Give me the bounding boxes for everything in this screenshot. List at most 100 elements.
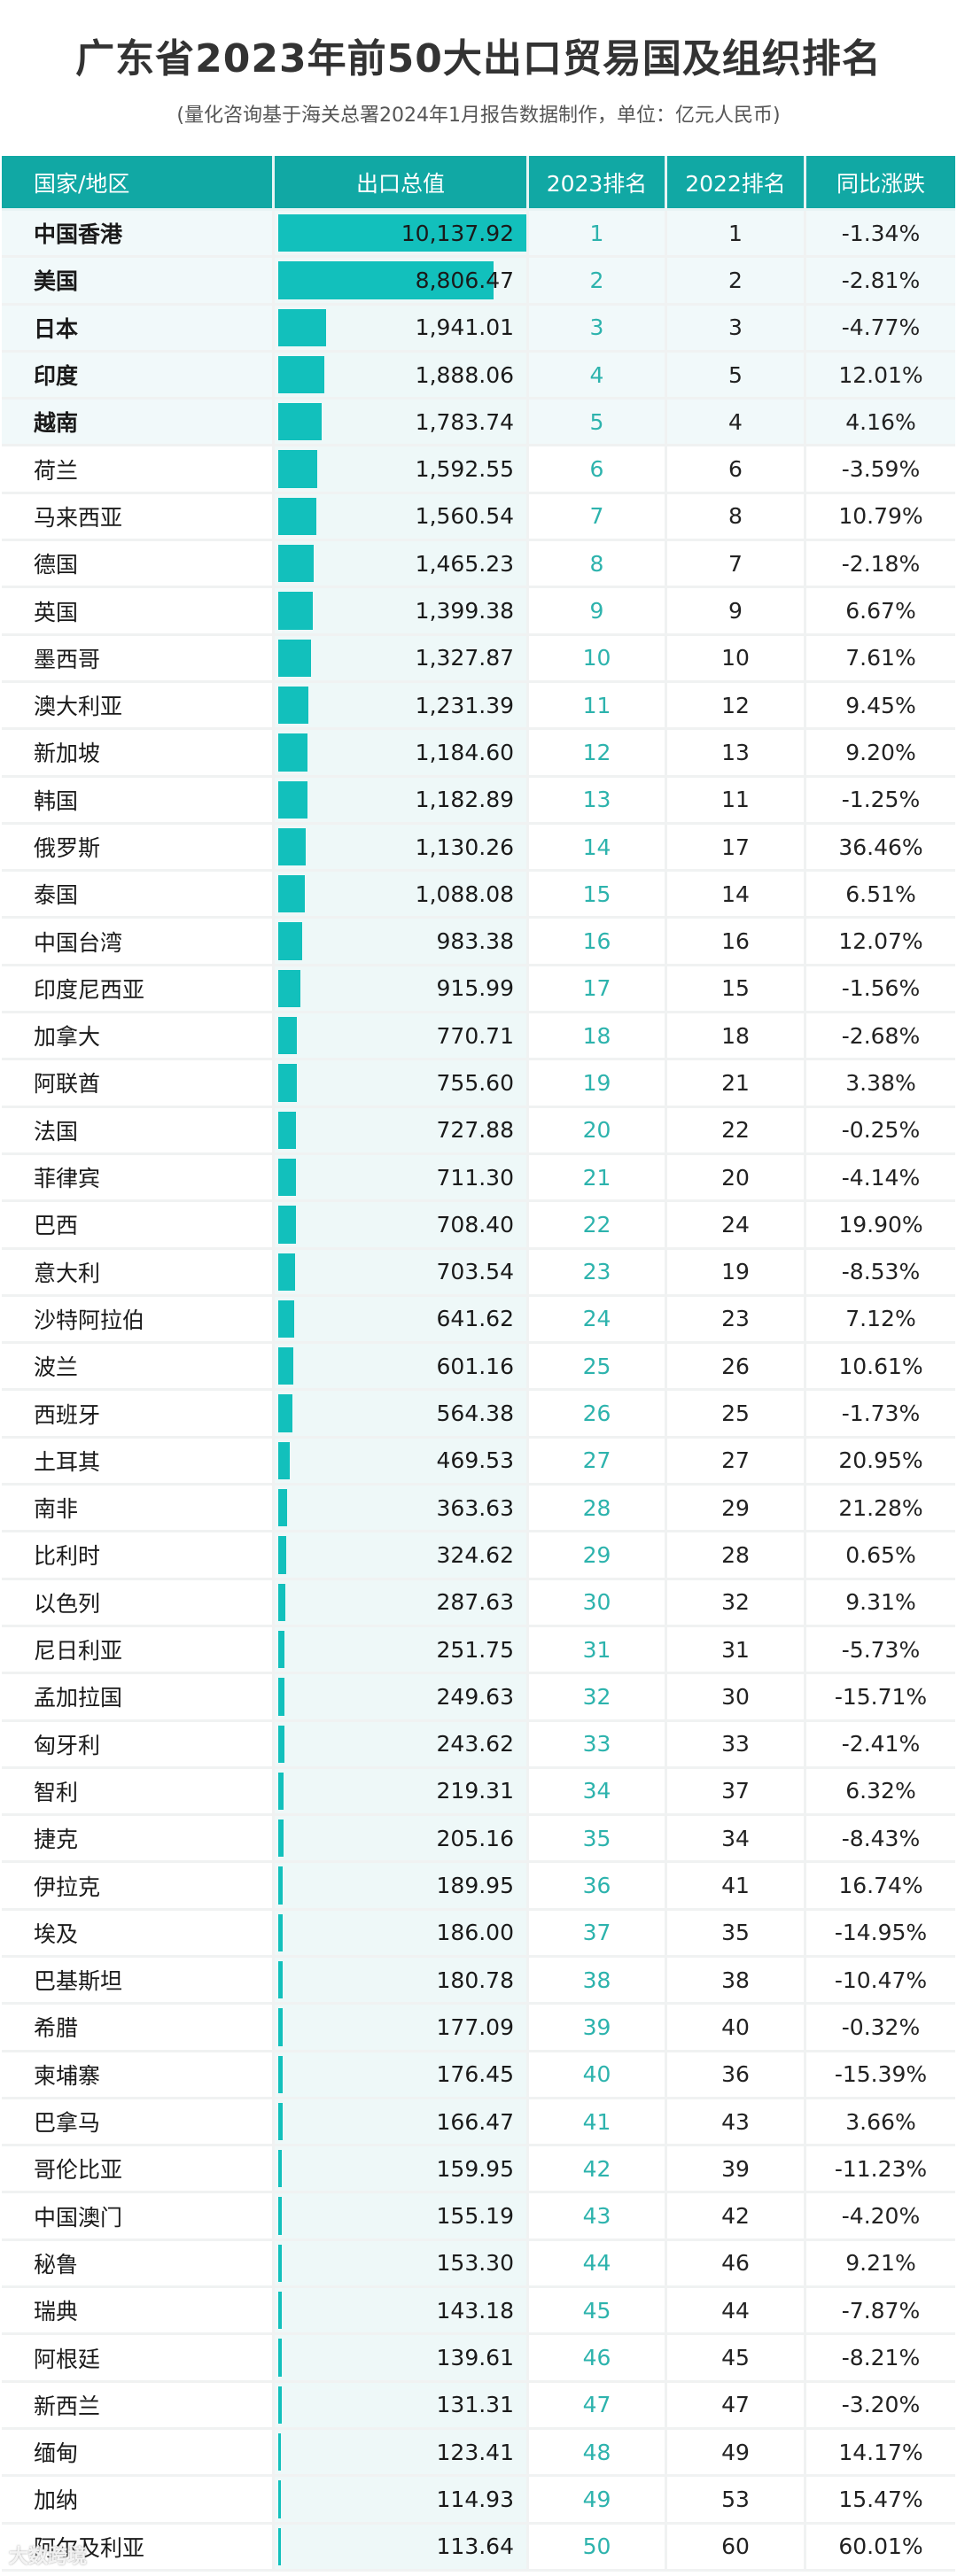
export-value-cell: 469.53	[275, 1438, 529, 1486]
export-value-cell: 1,231.39	[275, 682, 529, 731]
value-bar	[278, 2102, 283, 2141]
value-bar	[278, 2292, 282, 2330]
rank-2023: 6	[529, 446, 667, 494]
export-value: 180.78	[436, 1967, 514, 1993]
export-value-cell: 1,783.74	[275, 400, 529, 447]
country-name: 新加坡	[2, 730, 275, 778]
rank-2022: 7	[667, 541, 806, 589]
rank-2023: 45	[529, 2288, 667, 2336]
export-value: 1,560.54	[415, 503, 514, 530]
export-value: 641.62	[436, 1306, 514, 1332]
table-row: 以色列 287.63 30 32 9.31%	[2, 1579, 955, 1627]
yoy-change: 14.17%	[806, 2429, 955, 2478]
yoy-change: -3.59%	[806, 446, 955, 494]
table-row: 巴拿马 166.47 41 43 3.66%	[2, 2099, 955, 2147]
rank-2022: 60	[667, 2524, 806, 2572]
table-row: 巴基斯坦 180.78 38 38 -10.47%	[2, 1957, 955, 2006]
rank-2023: 13	[529, 777, 667, 825]
country-name: 菲律宾	[2, 1154, 275, 1203]
table-row: 新加坡 1,184.60 12 13 9.20%	[2, 730, 955, 778]
rank-2023: 42	[529, 2146, 667, 2194]
export-value-cell: 1,399.38	[275, 588, 529, 636]
country-name: 越南	[2, 400, 275, 447]
header-rank-2023: 2023排名	[529, 156, 667, 211]
table-row: 南非 363.63 28 29 21.28%	[2, 1486, 955, 1533]
value-bar	[278, 1158, 296, 1197]
yoy-change: 9.31%	[806, 1579, 955, 1627]
export-value: 469.53	[436, 1447, 514, 1474]
rank-2023: 8	[529, 541, 667, 589]
table-row: 澳大利亚 1,231.39 11 12 9.45%	[2, 682, 955, 731]
table-row: 俄罗斯 1,130.26 14 17 36.46%	[2, 824, 955, 873]
value-bar	[278, 922, 302, 960]
country-name: 缅甸	[2, 2429, 275, 2478]
yoy-change: 3.66%	[806, 2099, 955, 2147]
country-name: 波兰	[2, 1344, 275, 1392]
table-row: 印度尼西亚 915.99 17 15 -1.56%	[2, 966, 955, 1014]
rank-2022: 42	[667, 2193, 806, 2241]
yoy-change: 6.32%	[806, 1768, 955, 1817]
export-value: 205.16	[436, 1825, 514, 1851]
rank-2023: 2	[529, 258, 667, 306]
rank-2023: 35	[529, 1816, 667, 1864]
export-value: 601.16	[436, 1353, 514, 1379]
export-value: 1,088.08	[415, 881, 514, 907]
value-bar	[278, 497, 316, 536]
table-row: 中国澳门 155.19 43 42 -4.20%	[2, 2193, 955, 2241]
page-subtitle: (量化咨询基于海关总署2024年1月报告数据制作，单位：亿元人民币)	[176, 105, 781, 127]
export-value-cell: 114.93	[275, 2477, 529, 2525]
table-row: 西班牙 564.38 26 25 -1.73%	[2, 1391, 955, 1439]
yoy-change: 7.12%	[806, 1296, 955, 1345]
value-bar	[278, 639, 311, 677]
export-value-cell: 727.88	[275, 1107, 529, 1155]
export-value: 755.60	[436, 1069, 514, 1096]
rank-2023: 11	[529, 682, 667, 731]
export-value-cell: 1,465.23	[275, 541, 529, 589]
export-value-cell: 113.64	[275, 2524, 529, 2572]
rank-2022: 3	[667, 305, 806, 353]
rank-2023: 50	[529, 2524, 667, 2572]
export-value: 114.93	[436, 2486, 514, 2512]
value-bar	[278, 780, 307, 819]
export-value-cell: 287.63	[275, 1579, 529, 1627]
country-name: 韩国	[2, 777, 275, 825]
yoy-change: -0.25%	[806, 1107, 955, 1155]
rank-2023: 1	[529, 211, 667, 259]
yoy-change: 12.07%	[806, 919, 955, 966]
export-value: 166.47	[436, 2108, 514, 2135]
rank-2022: 24	[667, 1202, 806, 1250]
table-row: 美国 8,806.47 2 2 -2.81%	[2, 258, 955, 306]
yoy-change: -0.32%	[806, 2005, 955, 2052]
table-row: 埃及 186.00 37 35 -14.95%	[2, 1910, 955, 1958]
rank-2022: 2	[667, 258, 806, 306]
yoy-change: -3.20%	[806, 2382, 955, 2430]
table-row: 捷克 205.16 35 34 -8.43%	[2, 1816, 955, 1864]
rank-2023: 14	[529, 824, 667, 873]
export-value-cell: 1,327.87	[275, 635, 529, 683]
country-name: 智利	[2, 1768, 275, 1817]
yoy-change: -15.39%	[806, 2052, 955, 2099]
export-value: 243.62	[436, 1731, 514, 1757]
yoy-change: -7.87%	[806, 2288, 955, 2336]
rank-2022: 41	[667, 1863, 806, 1911]
country-name: 中国台湾	[2, 919, 275, 966]
value-bar	[278, 261, 494, 299]
table-row: 瑞典 143.18 45 44 -7.87%	[2, 2288, 955, 2336]
table-row: 韩国 1,182.89 13 11 -1.25%	[2, 777, 955, 825]
value-bar	[278, 1678, 284, 1716]
ranking-table: 国家/地区 出口总值 2023排名 2022排名 同比涨跌 中国香港 10,137…	[2, 156, 955, 2572]
rank-2023: 47	[529, 2382, 667, 2430]
table-row: 柬埔寨 176.45 40 36 -15.39%	[2, 2052, 955, 2099]
value-bar	[278, 686, 308, 725]
value-bar	[278, 592, 313, 630]
table-row: 荷兰 1,592.55 6 6 -3.59%	[2, 446, 955, 494]
export-value: 1,888.06	[415, 361, 514, 388]
export-value: 703.54	[436, 1259, 514, 1285]
rank-2022: 15	[667, 966, 806, 1014]
export-value: 363.63	[436, 1494, 514, 1521]
table-row: 阿联酋 755.60 19 21 3.38%	[2, 1060, 955, 1108]
country-name: 伊拉克	[2, 1863, 275, 1911]
rank-2023: 32	[529, 1674, 667, 1722]
rank-2022: 12	[667, 682, 806, 731]
yoy-change: 6.67%	[806, 588, 955, 636]
